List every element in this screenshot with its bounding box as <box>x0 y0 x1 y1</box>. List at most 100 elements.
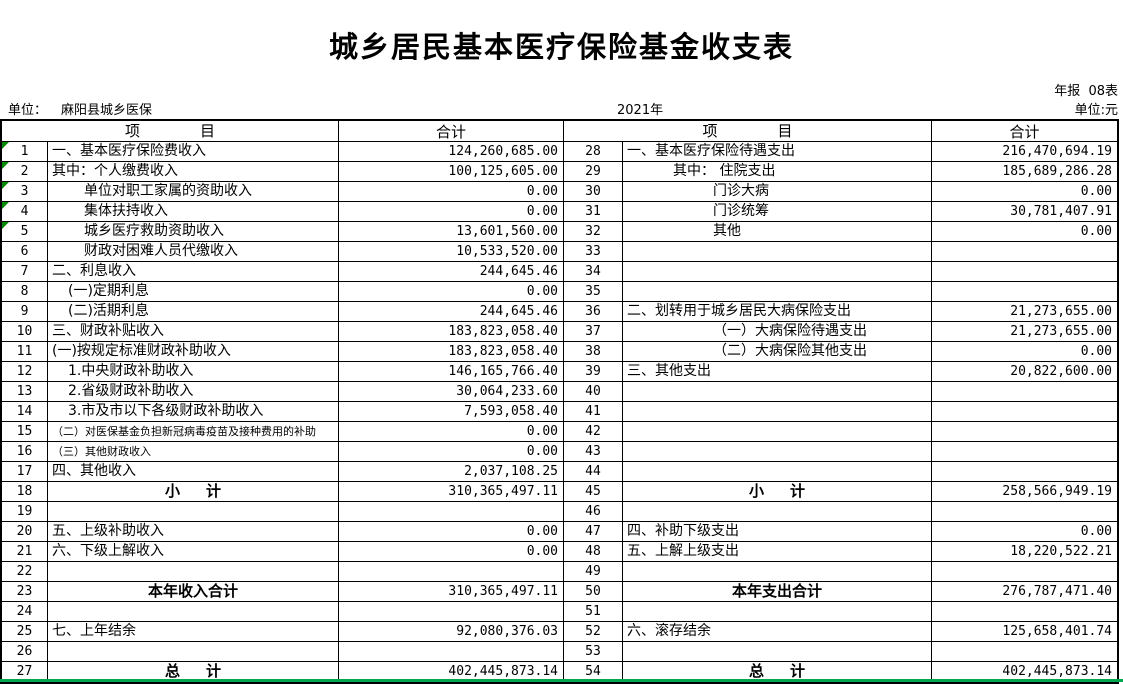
item-cell[interactable] <box>623 402 932 422</box>
row-number-cell[interactable]: 33 <box>564 242 623 262</box>
item-cell[interactable]: 本年支出合计 <box>623 582 932 602</box>
item-cell[interactable]: 其他 <box>623 222 932 242</box>
value-cell[interactable] <box>932 442 1117 462</box>
value-cell[interactable]: 2,037,108.25 <box>339 462 563 482</box>
value-cell[interactable]: 18,220,522.21 <box>932 542 1117 562</box>
item-cell[interactable] <box>623 462 932 482</box>
row-number-cell[interactable]: 21 <box>2 542 48 562</box>
item-cell[interactable]: 门诊统筹 <box>623 202 932 222</box>
row-number-cell[interactable]: 10 <box>2 322 48 342</box>
row-number-cell[interactable]: 34 <box>564 262 623 282</box>
row-number-cell[interactable]: 40 <box>564 382 623 402</box>
value-cell[interactable]: 0.00 <box>932 342 1117 362</box>
item-column-header[interactable]: 项 目 <box>2 121 339 142</box>
item-cell[interactable]: 城乡医疗救助资助收入 <box>48 222 339 242</box>
row-number-cell[interactable]: 52 <box>564 622 623 642</box>
row-number-cell[interactable]: 23 <box>2 582 48 602</box>
item-cell[interactable]: 2.省级财政补助收入 <box>48 382 339 402</box>
row-number-cell[interactable]: 48 <box>564 542 623 562</box>
row-number-cell[interactable]: 9 <box>2 302 48 322</box>
item-cell[interactable] <box>623 442 932 462</box>
row-number-cell[interactable]: 46 <box>564 502 623 522</box>
value-cell[interactable] <box>932 462 1117 482</box>
row-number-cell[interactable]: 3 <box>2 182 48 202</box>
row-number-cell[interactable]: 13 <box>2 382 48 402</box>
value-cell[interactable]: 258,566,949.19 <box>932 482 1117 502</box>
row-number-cell[interactable]: 18 <box>2 482 48 502</box>
value-cell[interactable] <box>932 422 1117 442</box>
item-cell[interactable]: 二、利息收入 <box>48 262 339 282</box>
value-cell[interactable] <box>932 242 1117 262</box>
item-cell[interactable] <box>48 502 339 522</box>
item-cell[interactable]: 四、其他收入 <box>48 462 339 482</box>
row-number-cell[interactable]: 11 <box>2 342 48 362</box>
value-cell[interactable]: 100,125,605.00 <box>339 162 563 182</box>
item-cell[interactable]: 七、上年结余 <box>48 622 339 642</box>
value-cell[interactable]: 310,365,497.11 <box>339 482 563 502</box>
row-number-cell[interactable]: 24 <box>2 602 48 622</box>
row-number-cell[interactable]: 32 <box>564 222 623 242</box>
value-cell[interactable]: 216,470,694.19 <box>932 142 1117 162</box>
value-cell[interactable] <box>932 262 1117 282</box>
item-cell[interactable]: 五、上解上级支出 <box>623 542 932 562</box>
value-cell[interactable]: 0.00 <box>339 442 563 462</box>
value-cell[interactable]: 21,273,655.00 <box>932 322 1117 342</box>
value-cell[interactable]: 0.00 <box>932 522 1117 542</box>
row-number-cell[interactable]: 45 <box>564 482 623 502</box>
item-cell[interactable] <box>623 502 932 522</box>
item-cell[interactable]: 二、划转用于城乡居民大病保险支出 <box>623 302 932 322</box>
value-cell[interactable]: 10,533,520.00 <box>339 242 563 262</box>
value-cell[interactable] <box>932 562 1117 582</box>
value-cell[interactable] <box>932 402 1117 422</box>
row-number-cell[interactable]: 2 <box>2 162 48 182</box>
item-cell[interactable]: 小 计 <box>48 482 339 502</box>
row-number-cell[interactable]: 17 <box>2 462 48 482</box>
row-number-cell[interactable]: 29 <box>564 162 623 182</box>
row-number-cell[interactable]: 19 <box>2 502 48 522</box>
row-number-cell[interactable]: 30 <box>564 182 623 202</box>
value-cell[interactable]: 7,593,058.40 <box>339 402 563 422</box>
item-cell[interactable]: 1.中央财政补助收入 <box>48 362 339 382</box>
item-cell[interactable]: 门诊大病 <box>623 182 932 202</box>
row-number-cell[interactable]: 26 <box>2 642 48 662</box>
item-cell[interactable]: 六、滚存结余 <box>623 622 932 642</box>
item-cell[interactable] <box>623 642 932 662</box>
row-number-cell[interactable]: 42 <box>564 422 623 442</box>
item-cell[interactable]: 小 计 <box>623 482 932 502</box>
value-cell[interactable]: 185,689,286.28 <box>932 162 1117 182</box>
row-number-cell[interactable]: 27 <box>2 662 48 682</box>
item-cell[interactable]: 一、基本医疗保险费收入 <box>48 142 339 162</box>
row-number-cell[interactable]: 6 <box>2 242 48 262</box>
value-cell[interactable] <box>339 562 563 582</box>
item-cell[interactable] <box>48 642 339 662</box>
item-cell[interactable]: 四、补助下级支出 <box>623 522 932 542</box>
item-cell[interactable]: 单位对职工家属的资助收入 <box>48 182 339 202</box>
row-number-cell[interactable]: 49 <box>564 562 623 582</box>
total-column-header[interactable]: 合计 <box>932 121 1117 142</box>
item-cell[interactable] <box>623 242 932 262</box>
item-cell[interactable]: 总 计 <box>623 662 932 682</box>
item-cell[interactable]: （三）其他财政收入 <box>48 442 339 462</box>
item-cell[interactable]: 3.市及市以下各级财政补助收入 <box>48 402 339 422</box>
value-cell[interactable]: 0.00 <box>339 542 563 562</box>
item-cell[interactable] <box>623 382 932 402</box>
value-cell[interactable] <box>932 642 1117 662</box>
item-cell[interactable] <box>623 282 932 302</box>
row-number-cell[interactable]: 43 <box>564 442 623 462</box>
value-cell[interactable]: 276,787,471.40 <box>932 582 1117 602</box>
row-number-cell[interactable]: 14 <box>2 402 48 422</box>
row-number-cell[interactable]: 44 <box>564 462 623 482</box>
value-cell[interactable]: 0.00 <box>339 202 563 222</box>
value-cell[interactable]: 0.00 <box>932 222 1117 242</box>
row-number-cell[interactable]: 36 <box>564 302 623 322</box>
value-cell[interactable]: 30,064,233.60 <box>339 382 563 402</box>
item-cell[interactable] <box>623 562 932 582</box>
item-cell[interactable]: (一)按规定标准财政补助收入 <box>48 342 339 362</box>
row-number-cell[interactable]: 1 <box>2 142 48 162</box>
row-number-cell[interactable]: 38 <box>564 342 623 362</box>
row-number-cell[interactable]: 28 <box>564 142 623 162</box>
value-cell[interactable] <box>932 502 1117 522</box>
item-cell[interactable]: 一、基本医疗保险待遇支出 <box>623 142 932 162</box>
item-cell[interactable]: 五、上级补助收入 <box>48 522 339 542</box>
item-cell[interactable]: 其中： 住院支出 <box>623 162 932 182</box>
